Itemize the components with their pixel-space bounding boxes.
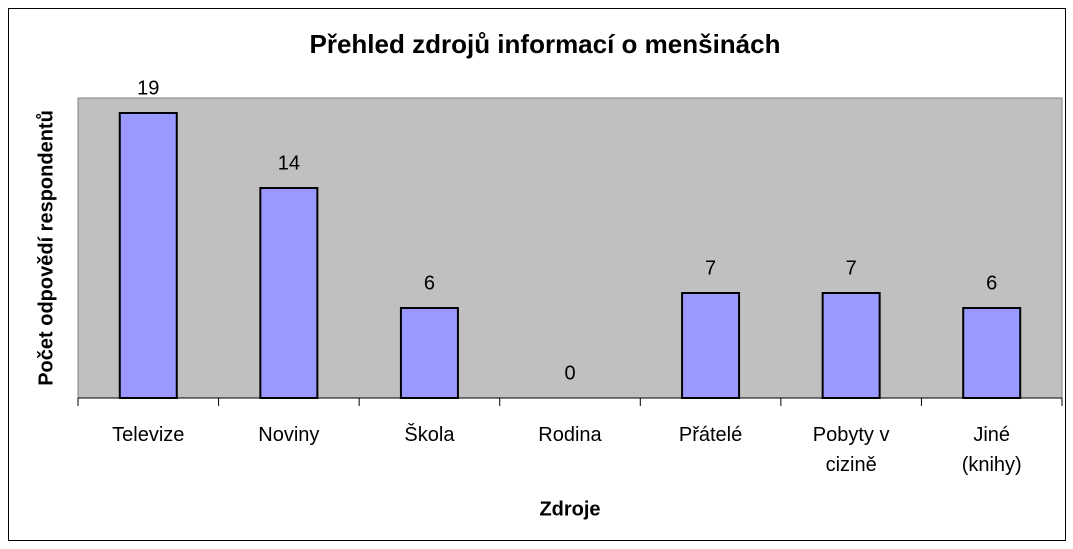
chart-title: Přehled zdrojů informací o menšinách	[310, 29, 781, 59]
data-label: 6	[986, 272, 997, 294]
x-tick-label: Pobyty v cizině	[812, 424, 890, 476]
plot-area	[77, 97, 1063, 399]
data-label: 7	[846, 257, 857, 279]
data-label: 19	[137, 77, 159, 99]
data-label: 6	[424, 272, 435, 294]
y-axis-label: Počet odpovědí respondentů	[35, 110, 57, 386]
data-label: 7	[705, 257, 716, 279]
x-tick-label: Rodina	[538, 424, 602, 446]
bar	[399, 307, 459, 399]
x-tick-label: Škola	[404, 424, 455, 446]
x-axis-label: Zdroje	[539, 498, 600, 520]
data-label: 0	[564, 362, 575, 384]
bar	[962, 307, 1022, 399]
bar	[681, 292, 741, 399]
data-label: 14	[278, 152, 300, 174]
x-tick-label: Televize	[112, 424, 185, 446]
x-tick-label: Přátelé	[678, 424, 743, 446]
bar	[259, 187, 319, 399]
x-tick-label: Noviny	[258, 424, 320, 446]
x-tick-label: Jiné (knihy)	[961, 424, 1022, 476]
bar	[821, 292, 881, 399]
bar	[118, 112, 178, 399]
